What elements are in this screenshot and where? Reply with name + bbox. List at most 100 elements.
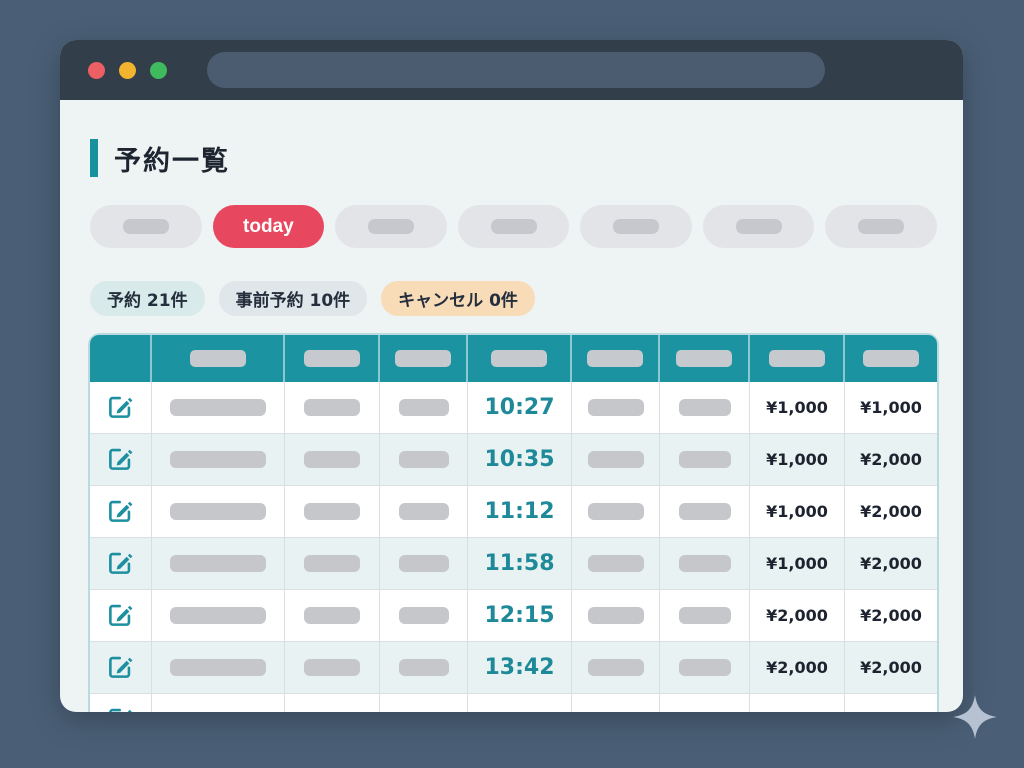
table-cell (285, 382, 380, 434)
date-pill-today[interactable]: today (212, 205, 325, 248)
table-header-cell (750, 335, 845, 382)
reservation-time: 13:42 (484, 655, 555, 680)
edit-reservation-button[interactable] (107, 601, 134, 631)
table-cell (660, 642, 750, 694)
table-cell (572, 642, 660, 694)
placeholder-bar (587, 451, 644, 468)
table-header-cell (285, 335, 380, 382)
table-header-cell (660, 335, 750, 382)
placeholder-bar (613, 219, 660, 234)
placeholder-bar (304, 659, 360, 676)
summary-badge-reservations: 予約 21件 (90, 281, 205, 316)
table-row: 12:15 ¥2,000 ¥2,000 (90, 590, 937, 642)
placeholder-bar (170, 659, 266, 676)
edit-reservation-button[interactable] (107, 549, 134, 579)
table-header-cell (572, 335, 660, 382)
date-pill-5[interactable] (702, 205, 815, 248)
table-cell (380, 590, 468, 642)
edit-pencil-icon (107, 653, 134, 683)
price-secondary: ¥2,000 (860, 554, 922, 573)
placeholder-bar (490, 219, 537, 234)
table-cell (660, 590, 750, 642)
table-cell (90, 382, 152, 434)
table-cell (572, 486, 660, 538)
table-header-cell (380, 335, 468, 382)
table-cell: 11:12 (468, 486, 572, 538)
placeholder-bar (398, 503, 449, 520)
table-cell (380, 694, 468, 712)
table-cell (660, 538, 750, 590)
price-secondary: ¥2,000 (860, 606, 922, 625)
placeholder-bar (676, 350, 732, 367)
table-cell: 13:42 (468, 642, 572, 694)
price-primary: ¥1,000 (766, 398, 828, 417)
table-cell (152, 486, 285, 538)
placeholder-bar (170, 503, 266, 520)
placeholder-bar (768, 350, 825, 367)
address-bar[interactable] (207, 52, 825, 88)
edit-reservation-button[interactable] (107, 393, 134, 423)
price-secondary: ¥2,000 (860, 450, 922, 469)
placeholder-bar (587, 659, 644, 676)
placeholder-bar (170, 399, 266, 416)
table-header-cell (152, 335, 285, 382)
price-secondary: ¥1,000 (860, 398, 922, 417)
table-cell (285, 590, 380, 642)
table-cell: ¥1,000 (750, 382, 845, 434)
placeholder-bar (170, 451, 266, 468)
placeholder-bar (678, 555, 731, 572)
table-cell: 10:35 (468, 434, 572, 486)
date-filter-row: today (90, 205, 938, 248)
date-pill-6[interactable] (825, 205, 938, 248)
table-cell (90, 694, 152, 712)
table-cell (380, 382, 468, 434)
table-header-cell (90, 335, 152, 382)
close-window-button[interactable] (88, 61, 105, 79)
placeholder-bar (304, 555, 360, 572)
table-cell: ¥1,000 (750, 434, 845, 486)
table-cell (285, 434, 380, 486)
edit-pencil-icon (107, 497, 134, 527)
table-cell (380, 538, 468, 590)
date-pill-2[interactable] (335, 205, 447, 248)
date-pill-4[interactable] (580, 205, 692, 248)
date-pill-0[interactable] (90, 205, 202, 248)
placeholder-bar (587, 503, 644, 520)
placeholder-bar (587, 350, 643, 367)
placeholder-bar (304, 399, 360, 416)
edit-pencil-icon (107, 445, 134, 475)
placeholder-bar (678, 607, 731, 624)
reservation-time: 11:58 (484, 551, 555, 576)
browser-window: 予約一覧 today 予約 21件 事前予約 10件 キャンセル 0件 10:27 ¥… (60, 40, 963, 712)
edit-reservation-button[interactable] (107, 705, 134, 712)
edit-reservation-button[interactable] (107, 445, 134, 475)
table-cell (152, 382, 285, 434)
summary-badge-cancellations: キャンセル 0件 (381, 281, 535, 316)
table-row: 13:42 ¥2,000 ¥2,000 (90, 642, 937, 694)
table-cell: ¥1,000 (845, 382, 937, 434)
table-cell (152, 694, 285, 712)
maximize-window-button[interactable] (150, 61, 167, 79)
placeholder-bar (398, 555, 449, 572)
placeholder-bar (678, 659, 731, 676)
table-cell: ¥1,000 (750, 538, 845, 590)
table-cell (285, 538, 380, 590)
table-cell (572, 382, 660, 434)
edit-reservation-button[interactable] (107, 497, 134, 527)
table-cell (380, 486, 468, 538)
date-pill-3[interactable] (457, 205, 570, 248)
edit-reservation-button[interactable] (107, 653, 134, 683)
table-cell (572, 694, 660, 712)
placeholder-bar (367, 219, 414, 234)
table-cell (90, 538, 152, 590)
placeholder-bar (189, 350, 246, 367)
table-cell (90, 590, 152, 642)
placeholder-bar (678, 399, 731, 416)
title-accent-bar (90, 139, 98, 177)
placeholder-bar (678, 503, 731, 520)
table-cell (845, 694, 937, 712)
table-cell (90, 434, 152, 486)
placeholder-bar (491, 350, 547, 367)
placeholder-bar (304, 451, 360, 468)
minimize-window-button[interactable] (119, 61, 136, 79)
